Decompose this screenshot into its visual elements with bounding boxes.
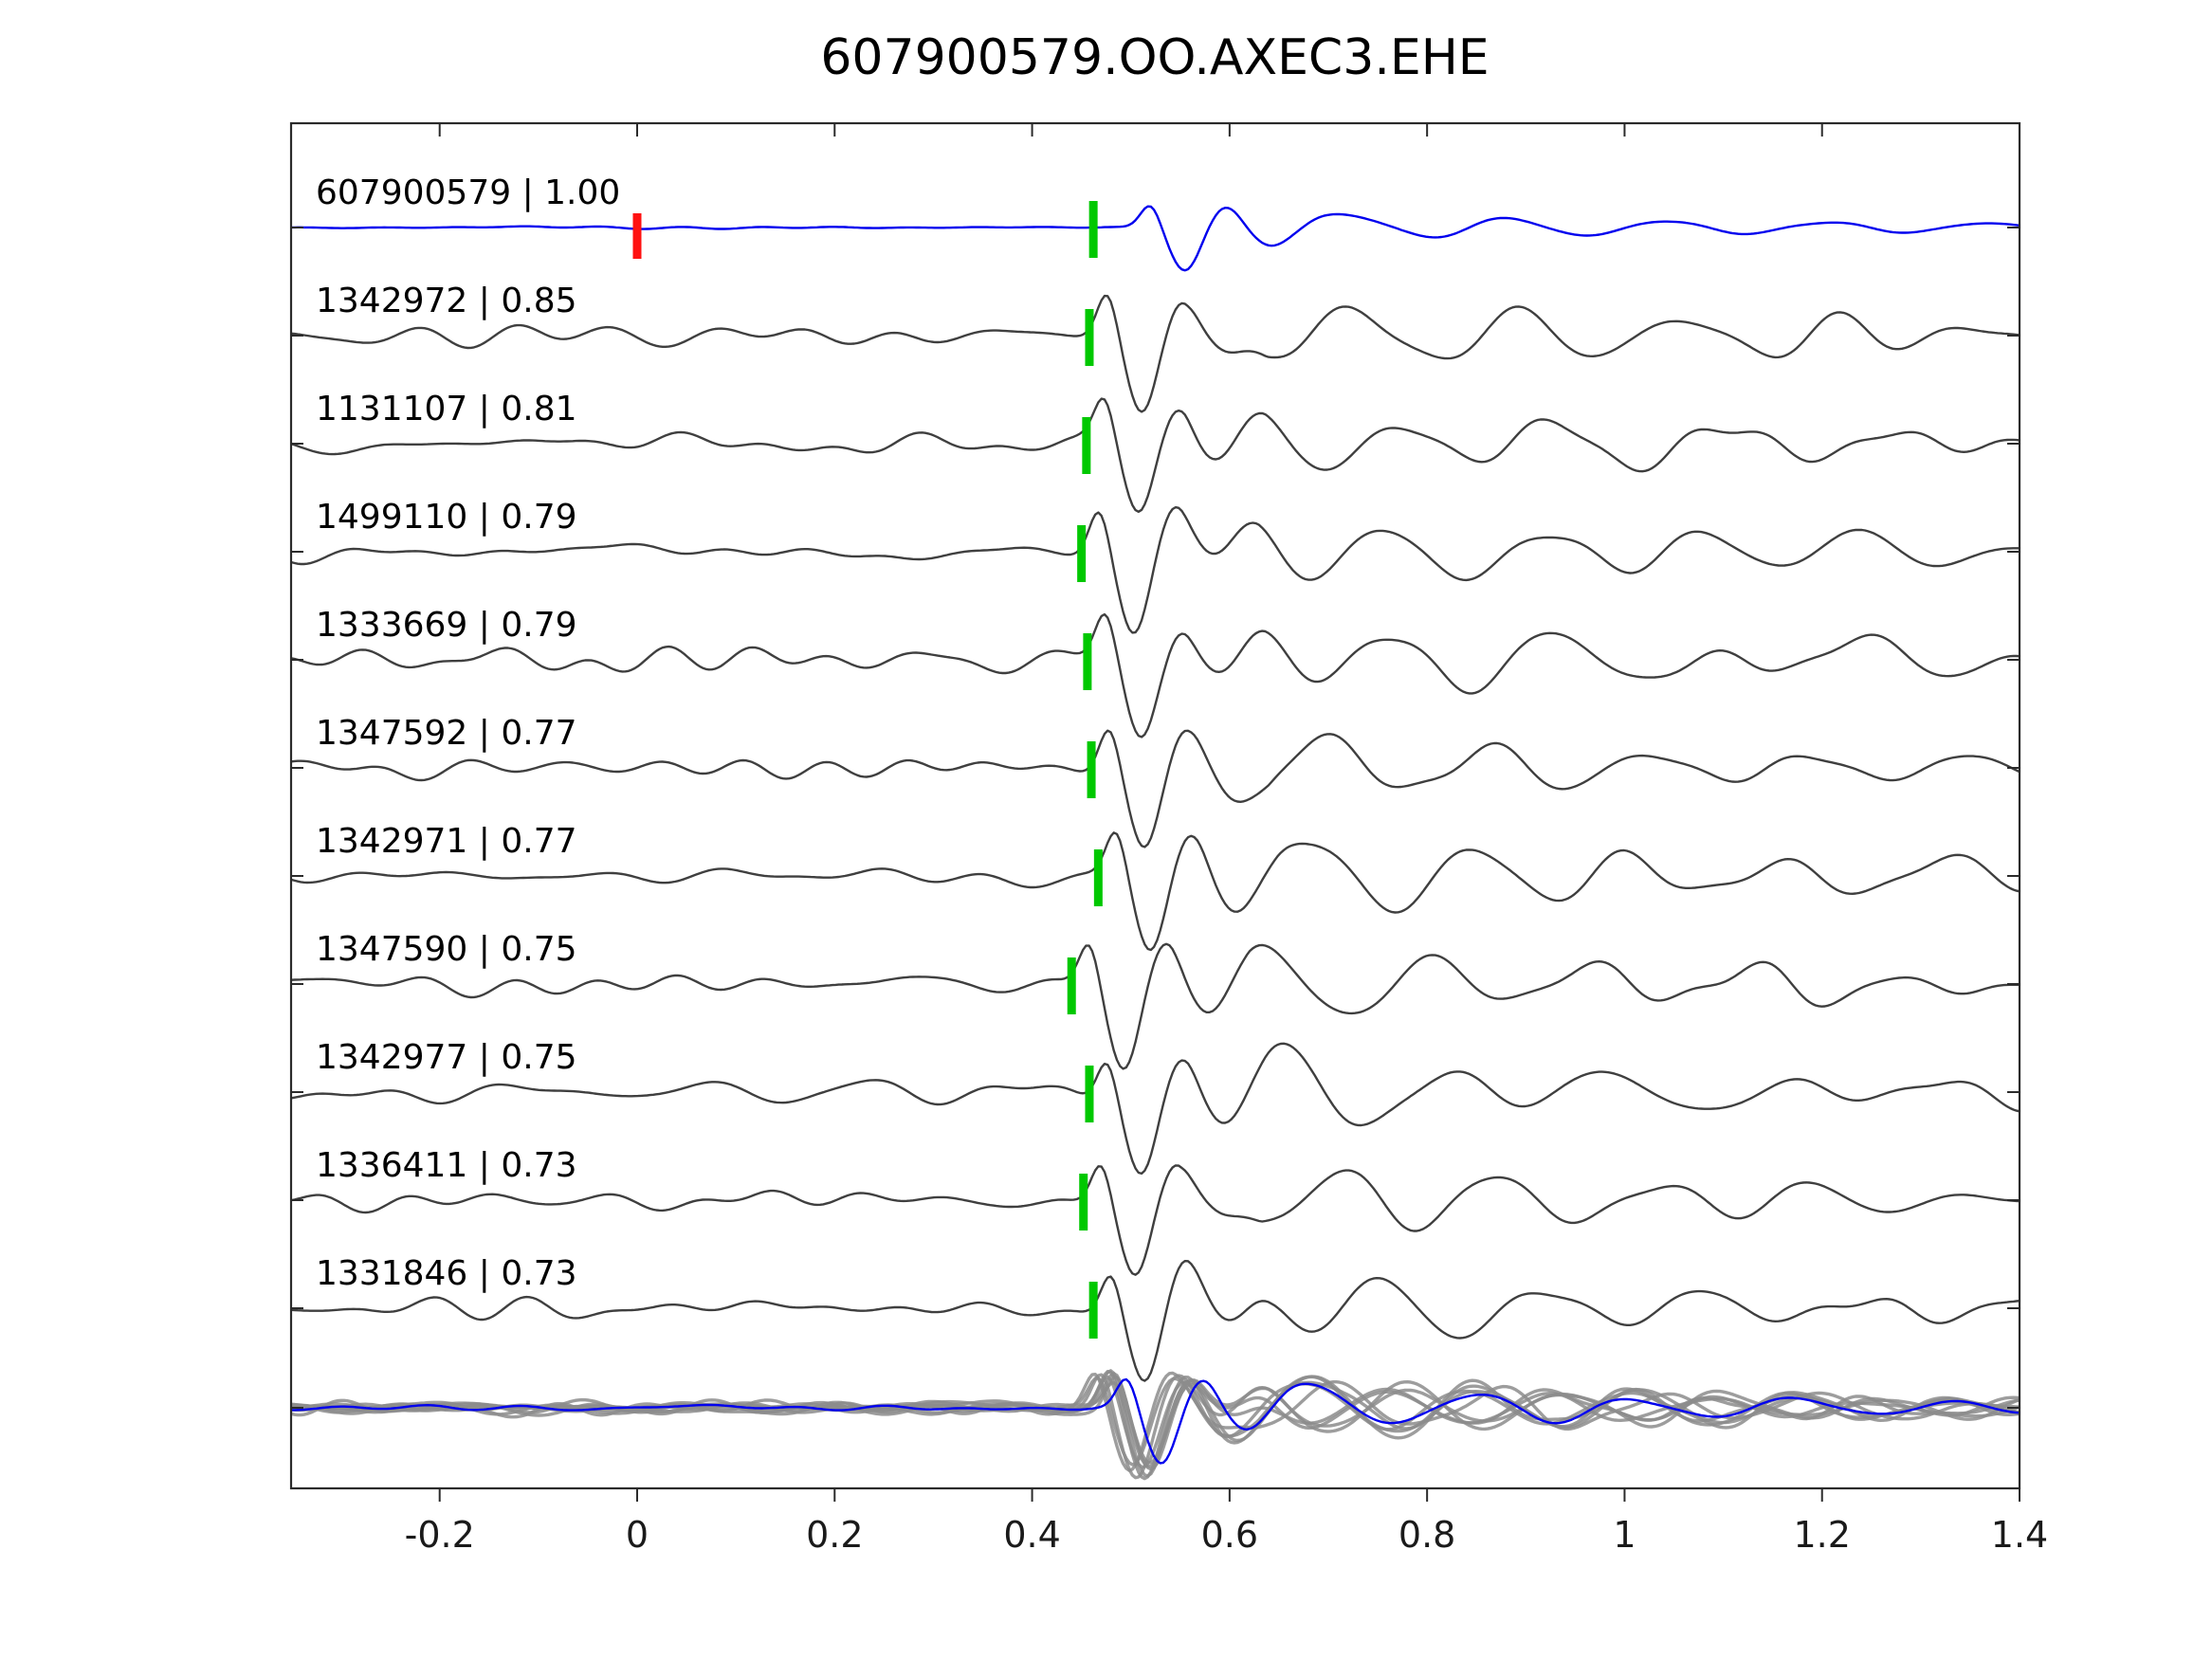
x-tick-label: 0.2 [806, 1514, 863, 1556]
match-trace-path [291, 1164, 2020, 1276]
match-trace-path [291, 505, 2020, 634]
trace-label: 1336411 | 0.73 [316, 1146, 577, 1185]
trace-label: 1131107 | 0.81 [316, 390, 577, 428]
match-trace-path [291, 294, 2020, 413]
x-tick-label: 1.4 [1991, 1514, 2048, 1556]
plot-title: 607900579.OO.AXEC3.EHE [820, 29, 1489, 86]
trace-label: 607900579 | 1.00 [316, 173, 620, 212]
trace-label: 1342977 | 0.75 [316, 1038, 577, 1077]
x-tick-label: 0.4 [1003, 1514, 1060, 1556]
x-tick-label: 1 [1613, 1514, 1636, 1556]
axis-frame [289, 121, 2021, 1490]
x-tick-label: -0.2 [405, 1514, 475, 1556]
match-trace-path [291, 612, 2020, 738]
x-tick-label: 0 [626, 1514, 649, 1556]
x-tick-label: 1.2 [1793, 1514, 1850, 1556]
trace-label: 1331846 | 0.73 [316, 1254, 577, 1293]
trace-label: 1347592 | 0.77 [316, 714, 577, 753]
trace-label: 1342972 | 0.85 [316, 282, 577, 320]
x-tick-label: 0.6 [1201, 1514, 1258, 1556]
stack-member-path [291, 1373, 2020, 1480]
match-trace-path [291, 1042, 2020, 1176]
stack-member-path [291, 1375, 2020, 1467]
match-trace-path [291, 397, 2020, 513]
trace-label: 1499110 | 0.79 [316, 498, 577, 537]
plot-content: 607900579 | 1.00 1342972 | 0.85 1131107 | … [289, 121, 2048, 1556]
match-trace-path [291, 831, 2020, 952]
stack-member-path [291, 1369, 2020, 1478]
trace-label: 1347590 | 0.75 [316, 930, 577, 969]
match-trace-path [291, 942, 2020, 1070]
match-trace-path [291, 1260, 2020, 1382]
x-tick-label: 0.8 [1398, 1514, 1455, 1556]
trace-label: 1333669 | 0.79 [316, 606, 577, 645]
template-trace-path [291, 205, 2020, 272]
stack-template-path [291, 1377, 2020, 1465]
match-trace-path [291, 729, 2020, 848]
trace-label: 1342971 | 0.77 [316, 822, 577, 861]
